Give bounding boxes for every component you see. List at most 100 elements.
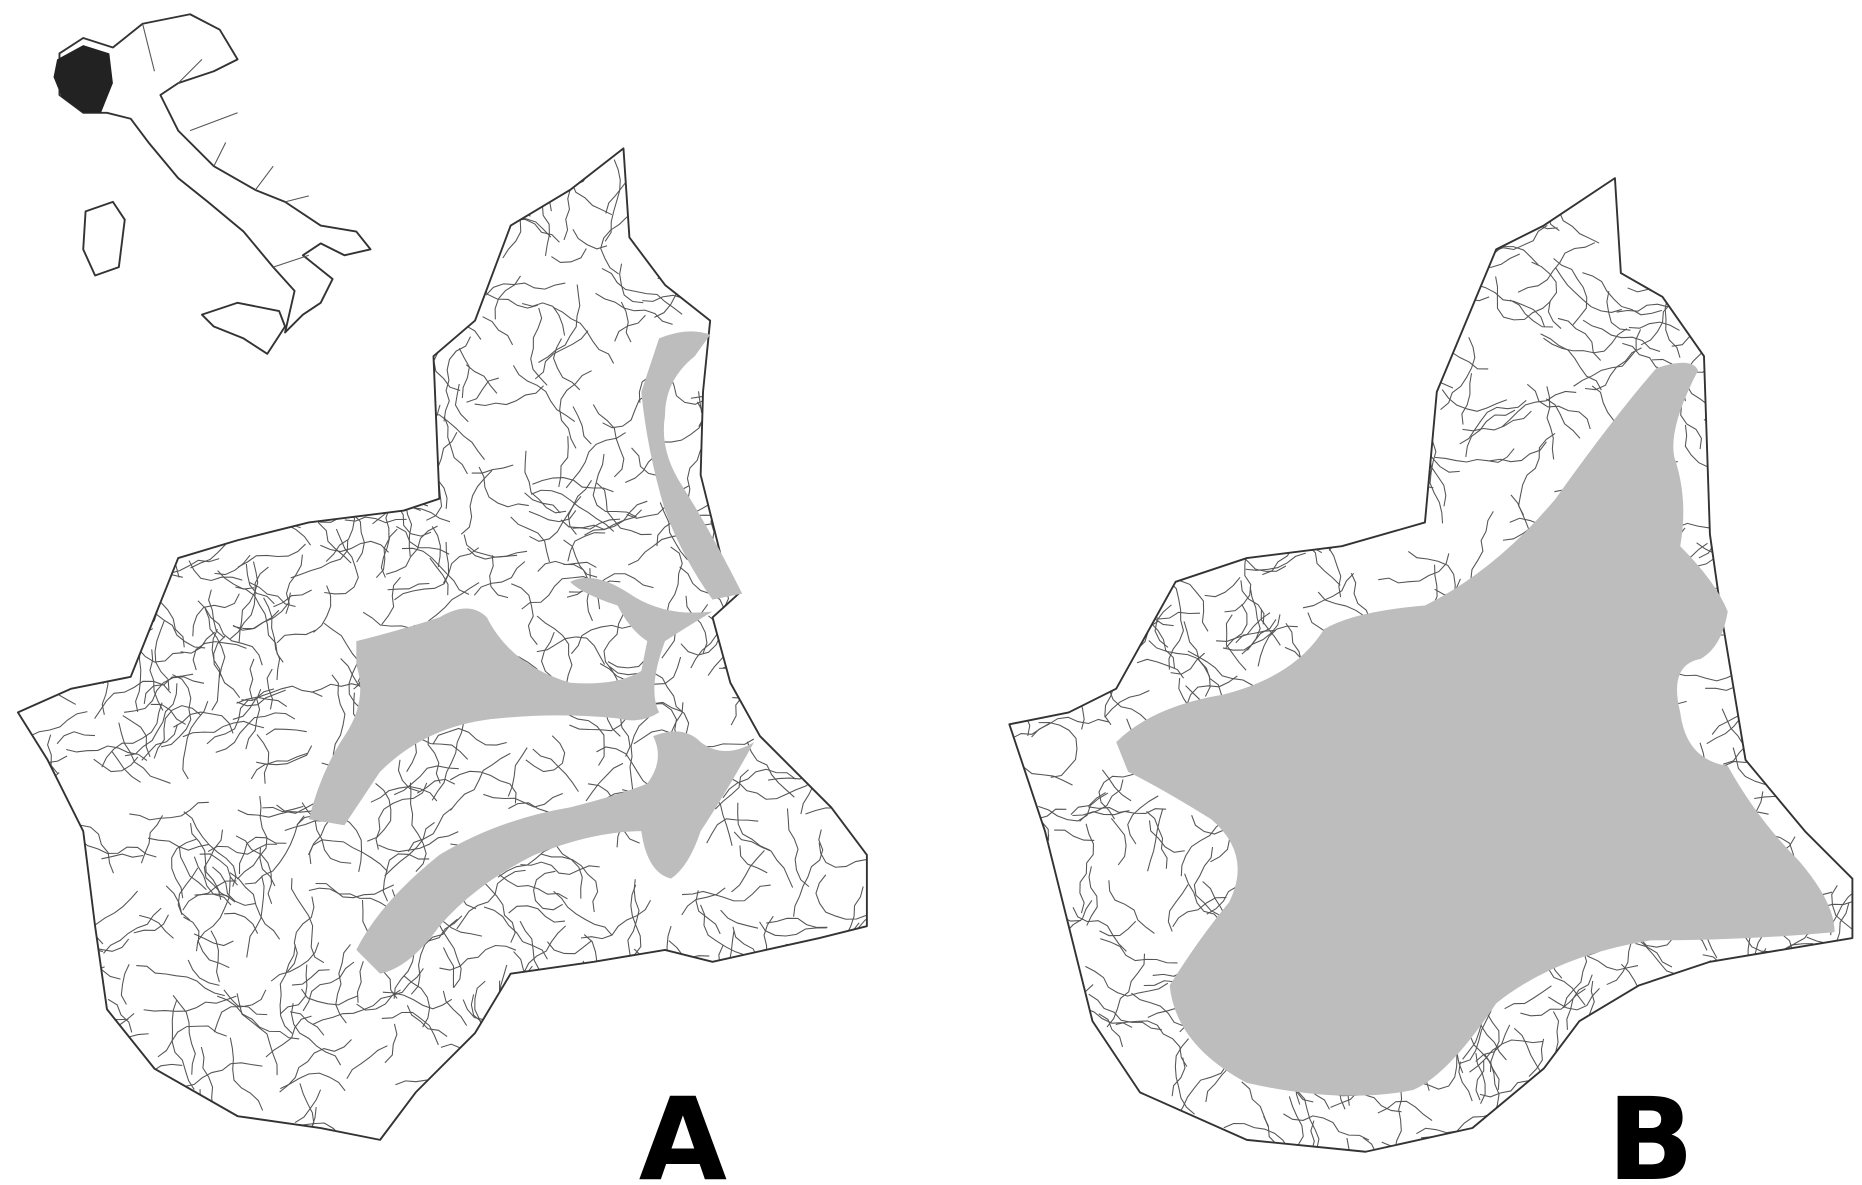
river <box>122 715 151 758</box>
river <box>409 782 427 873</box>
river <box>572 406 592 445</box>
river <box>558 436 569 488</box>
river <box>1550 185 1595 215</box>
river <box>1510 494 1531 533</box>
river <box>1225 380 1238 442</box>
river <box>684 165 727 171</box>
river <box>447 148 518 155</box>
river <box>19 480 54 518</box>
river <box>825 535 863 573</box>
river <box>244 815 305 885</box>
river <box>1020 567 1062 578</box>
river <box>183 916 230 969</box>
river <box>123 676 205 713</box>
river <box>279 1039 352 1093</box>
river <box>178 846 207 890</box>
river <box>276 209 297 281</box>
river <box>312 989 401 1025</box>
river <box>1310 1120 1326 1152</box>
river <box>1285 449 1311 497</box>
shaded-area <box>356 731 755 974</box>
river <box>93 756 139 773</box>
river <box>143 338 189 391</box>
river <box>1731 467 1782 537</box>
river <box>766 917 828 928</box>
river <box>313 585 332 633</box>
river <box>236 696 288 708</box>
river <box>1042 384 1086 431</box>
river <box>1843 288 1853 305</box>
river <box>1635 942 1686 982</box>
river <box>1798 711 1822 746</box>
river <box>1713 1079 1734 1152</box>
river <box>403 975 431 1028</box>
river <box>1009 974 1014 1006</box>
river <box>1321 269 1404 283</box>
river <box>1855 589 1862 641</box>
river <box>166 291 175 334</box>
river <box>578 148 589 170</box>
river <box>653 155 705 166</box>
river <box>1506 178 1566 216</box>
river <box>199 853 238 886</box>
river <box>169 332 186 406</box>
river <box>1705 682 1777 710</box>
river <box>307 493 352 564</box>
river <box>1087 383 1132 465</box>
river <box>384 822 435 877</box>
river <box>483 906 548 960</box>
river <box>1377 1100 1433 1121</box>
river <box>1224 208 1293 242</box>
river <box>243 430 252 482</box>
river <box>1088 242 1164 279</box>
river <box>746 741 795 798</box>
river <box>330 455 358 487</box>
river <box>823 356 866 363</box>
river <box>1225 614 1247 671</box>
river <box>203 829 231 899</box>
river <box>135 630 150 713</box>
river <box>1146 811 1168 869</box>
river <box>58 1013 135 1049</box>
river <box>407 807 453 852</box>
river <box>751 148 791 208</box>
river <box>349 317 387 355</box>
river <box>47 827 66 898</box>
river <box>1465 409 1516 457</box>
river <box>1517 242 1596 293</box>
river <box>1702 954 1762 1024</box>
river <box>65 1123 117 1140</box>
river <box>1257 625 1298 667</box>
river <box>1009 975 1013 1000</box>
river <box>794 663 830 702</box>
river <box>524 1053 550 1095</box>
river <box>671 955 710 973</box>
river <box>1544 178 1577 212</box>
river <box>1283 1113 1370 1141</box>
river <box>827 515 867 521</box>
river <box>0 1102 13 1121</box>
river <box>1328 507 1385 551</box>
river <box>681 887 726 916</box>
river <box>485 282 566 296</box>
river <box>742 313 815 323</box>
river <box>172 995 196 1075</box>
river <box>207 843 278 855</box>
river <box>1702 267 1723 327</box>
river <box>283 356 333 373</box>
river <box>700 904 757 958</box>
river <box>182 700 209 780</box>
river <box>34 276 59 332</box>
river <box>356 221 398 268</box>
river <box>1386 219 1448 259</box>
river <box>1434 448 1515 463</box>
river <box>17 391 44 401</box>
river <box>250 745 313 780</box>
river <box>140 416 178 478</box>
river <box>1063 461 1105 471</box>
river <box>733 831 794 888</box>
river <box>1301 310 1343 317</box>
river <box>393 765 459 796</box>
river <box>1346 1137 1361 1152</box>
shaded-area <box>641 331 743 600</box>
